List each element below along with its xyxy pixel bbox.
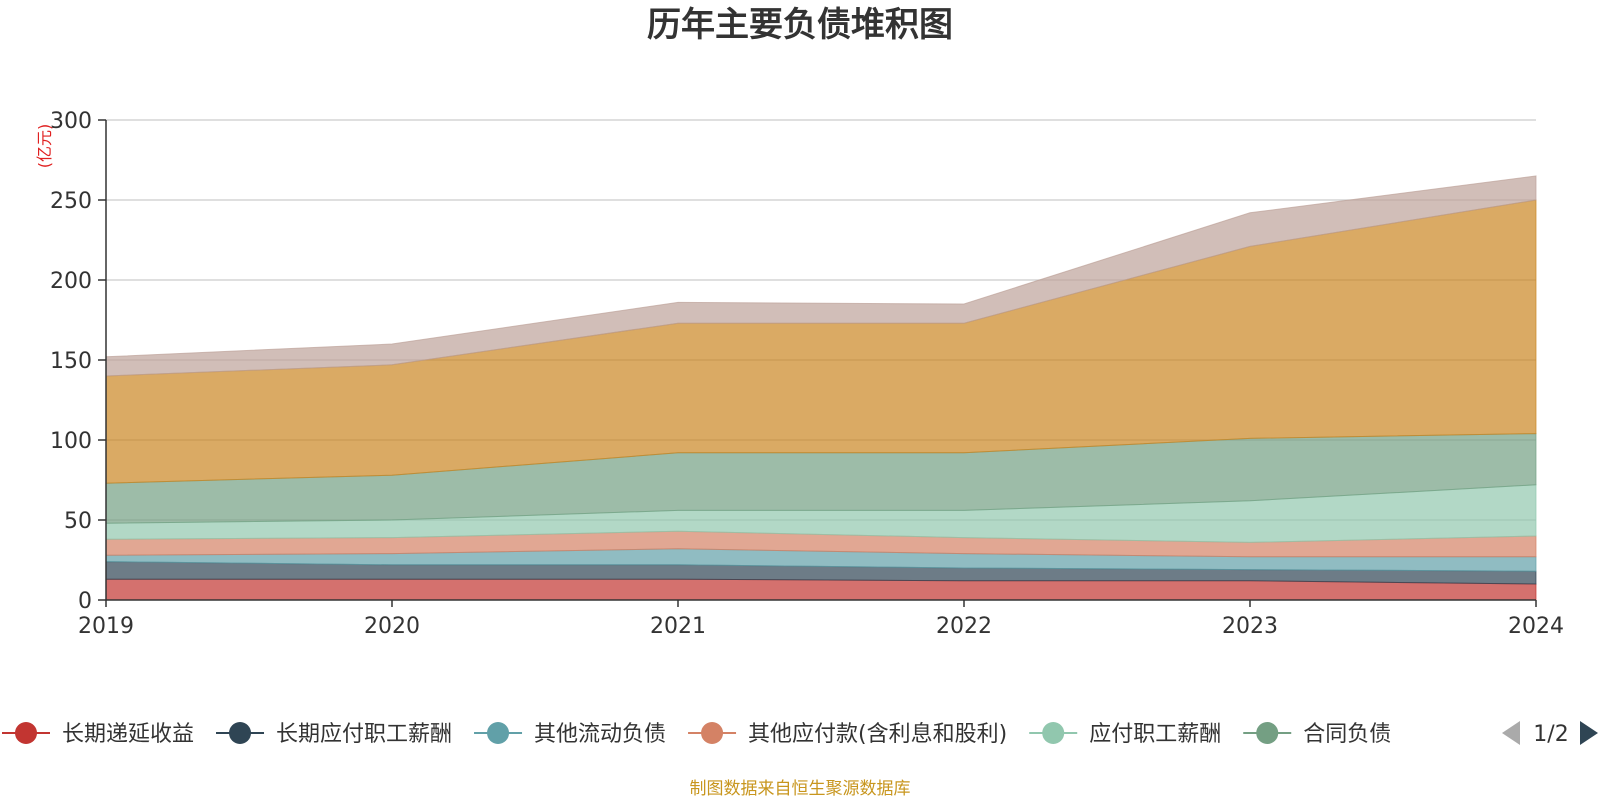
- legend-item-0[interactable]: 长期递延收益: [2, 722, 194, 747]
- legend: 长期递延收益 长期应付职工薪酬 其他流动负债 其他应付款(含利息和股利) 应付职工薪酬 合…: [2, 722, 1391, 747]
- x-tick-label-2019: 2019: [78, 614, 134, 639]
- pager-label: 1/2: [1533, 722, 1568, 747]
- legend-label: 长期递延收益: [62, 722, 194, 747]
- axes: 0 50 100 150 200 250 300 2019 2020 2021 2022 2023 20…: [50, 109, 1564, 639]
- area-series: [105, 175, 1537, 601]
- legend-item-4[interactable]: 应付职工薪酬: [1029, 722, 1221, 747]
- legend-label: 其他应付款(含利息和股利): [748, 722, 1007, 747]
- area-series-0: [105, 578, 1537, 601]
- y-tick-label-250: 250: [50, 189, 92, 214]
- legend-marker-icon: [487, 722, 510, 744]
- legend-label: 合同负债: [1303, 722, 1391, 747]
- legend-marker-icon: [15, 722, 37, 744]
- y-axis-unit: (亿元): [35, 124, 54, 169]
- legend-item-5[interactable]: 合同负债: [1243, 722, 1391, 747]
- chart-title: 历年主要负债堆积图: [647, 5, 953, 45]
- data-source-note: 制图数据来自恒生聚源数据库: [690, 779, 911, 799]
- legend-pager: 1/2: [1502, 721, 1598, 747]
- legend-marker-icon: [701, 722, 724, 744]
- x-tick-label-2021: 2021: [650, 614, 706, 639]
- legend-marker-icon: [229, 722, 252, 744]
- y-tick-label-150: 150: [50, 349, 92, 374]
- legend-marker-icon: [1042, 722, 1065, 744]
- legend-item-3[interactable]: 其他应付款(含利息和股利): [688, 722, 1007, 747]
- y-tick-label-0: 0: [78, 589, 92, 614]
- x-tick-label-2022: 2022: [936, 614, 992, 639]
- x-tick-label-2020: 2020: [364, 614, 420, 639]
- legend-label: 应付职工薪酬: [1089, 722, 1221, 747]
- pager-prev-icon[interactable]: [1502, 721, 1520, 745]
- area-series-7: [105, 175, 1537, 377]
- pager-next-icon[interactable]: [1580, 721, 1598, 745]
- y-tick-label-200: 200: [50, 269, 92, 294]
- y-tick-label-300: 300: [50, 109, 92, 134]
- x-tick-label-2023: 2023: [1222, 614, 1278, 639]
- legend-item-2[interactable]: 其他流动负债: [474, 722, 666, 747]
- legend-item-1[interactable]: 长期应付职工薪酬: [216, 722, 452, 747]
- legend-marker-icon: [1256, 722, 1279, 744]
- y-tick-label-50: 50: [64, 509, 92, 534]
- legend-label: 其他流动负债: [534, 722, 666, 747]
- x-tick-label-2024: 2024: [1508, 614, 1564, 639]
- y-tick-label-100: 100: [50, 429, 92, 454]
- legend-label: 长期应付职工薪酬: [276, 722, 452, 747]
